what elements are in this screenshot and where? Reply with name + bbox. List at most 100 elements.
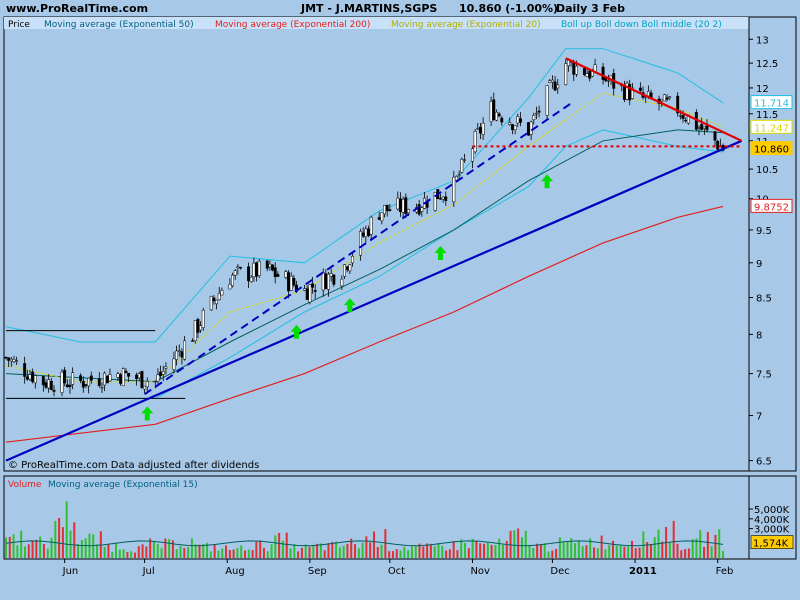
- candle-body: [471, 148, 474, 162]
- candle-body: [364, 228, 368, 237]
- candle-body: [460, 158, 464, 173]
- candle-body: [508, 122, 512, 125]
- time-axis: Jun Jul Aug Sep Oct Nov Dec 2011 Feb: [62, 559, 733, 577]
- volume-bar: [361, 542, 364, 558]
- price-tick-label: 10.5: [756, 165, 778, 176]
- candle-body: [385, 204, 389, 212]
- volume-bar: [149, 538, 152, 558]
- volume-bar: [323, 550, 326, 558]
- volume-bar: [221, 548, 224, 558]
- volume-bar: [623, 546, 626, 558]
- volume-bar: [247, 549, 250, 558]
- candle-body: [292, 278, 296, 286]
- volume-bar: [483, 543, 486, 558]
- volume-bar: [429, 543, 432, 558]
- candle-body: [646, 91, 650, 97]
- volume-bar: [422, 546, 425, 558]
- volume-bar: [77, 543, 80, 558]
- volume-bar: [270, 544, 273, 558]
- candle-body: [638, 87, 642, 91]
- volume-bar: [543, 543, 546, 558]
- candle-body: [676, 95, 680, 114]
- volume-bar: [539, 543, 542, 558]
- candle-body: [273, 267, 277, 277]
- candle-body: [383, 205, 386, 215]
- volume-bar: [281, 540, 284, 558]
- volume-bar: [589, 538, 592, 558]
- candle-body: [116, 373, 120, 378]
- volume-bar: [96, 544, 99, 558]
- candle-body: [532, 115, 536, 120]
- volume-bar: [460, 539, 463, 558]
- volume-bar: [312, 545, 315, 558]
- candle-body: [140, 371, 144, 389]
- candle-body: [351, 256, 354, 264]
- volume-bar: [577, 540, 580, 558]
- candle-body: [308, 284, 312, 303]
- candle-body: [220, 290, 224, 296]
- volume-bar: [501, 544, 504, 558]
- volume-bar: [441, 545, 444, 558]
- volume-bar: [653, 537, 656, 558]
- candle-body: [124, 370, 128, 373]
- volume-bar: [410, 546, 413, 558]
- candle-body: [705, 125, 709, 131]
- volume-bar: [331, 541, 334, 558]
- candle-body: [479, 126, 482, 134]
- candle-body: [324, 273, 328, 289]
- candle-body: [303, 288, 306, 291]
- candle-body: [108, 374, 112, 382]
- volume-bar: [384, 529, 387, 558]
- red-solid-trendline: [565, 57, 743, 142]
- candle-body: [662, 94, 666, 102]
- candle-body: [65, 384, 69, 388]
- candle-body: [455, 176, 458, 181]
- volume-bar: [274, 535, 277, 558]
- volume-bar: [471, 538, 474, 558]
- volume-bar: [706, 532, 709, 558]
- volume-bar: [676, 543, 679, 558]
- quote-change: 10.860 (-1.00%): [459, 2, 558, 15]
- volume-bar: [58, 517, 61, 558]
- candle-body: [249, 277, 253, 282]
- candle-body: [212, 297, 216, 302]
- legend-ema20: Moving average (Exponential 20): [391, 20, 541, 30]
- volume-bar: [585, 545, 588, 558]
- candle-body: [489, 101, 493, 122]
- volume-bar: [646, 541, 649, 558]
- volume-bar: [35, 539, 38, 558]
- volume-bar: [42, 544, 45, 558]
- candle-body: [7, 357, 11, 361]
- candle-body: [401, 199, 405, 213]
- candle-body: [660, 98, 664, 102]
- volume-bar: [486, 542, 489, 558]
- candle-body: [121, 368, 125, 387]
- volume-bar: [293, 544, 296, 558]
- volume-bar: [399, 550, 402, 558]
- legend-ema50: Moving average (Exponential 50): [44, 20, 194, 30]
- candle-body: [103, 372, 107, 386]
- candle-body: [407, 209, 410, 214]
- legend-ema200: Moving average (Exponential 200): [215, 20, 370, 30]
- volume-bar: [661, 541, 664, 558]
- candle-body: [175, 350, 179, 360]
- candle-body: [268, 263, 272, 268]
- volume-ma-legend: Moving average (Exponential 15): [48, 480, 198, 490]
- candle-body: [156, 374, 160, 382]
- volume-bar: [179, 545, 182, 558]
- candle-body: [68, 384, 72, 387]
- up-arrows: [141, 174, 554, 421]
- volume-bar: [73, 522, 76, 558]
- volume-bar: [520, 537, 523, 558]
- candle-body: [271, 264, 274, 271]
- volume-bar: [532, 547, 535, 558]
- candle-body: [233, 270, 237, 276]
- time-tick-label: Oct: [388, 566, 405, 577]
- candle-body: [537, 110, 541, 113]
- candle-body: [572, 62, 576, 75]
- up-arrow-icon: [343, 298, 356, 313]
- candle-body: [585, 73, 589, 77]
- candle-body: [441, 196, 445, 200]
- volume-bar: [171, 540, 174, 558]
